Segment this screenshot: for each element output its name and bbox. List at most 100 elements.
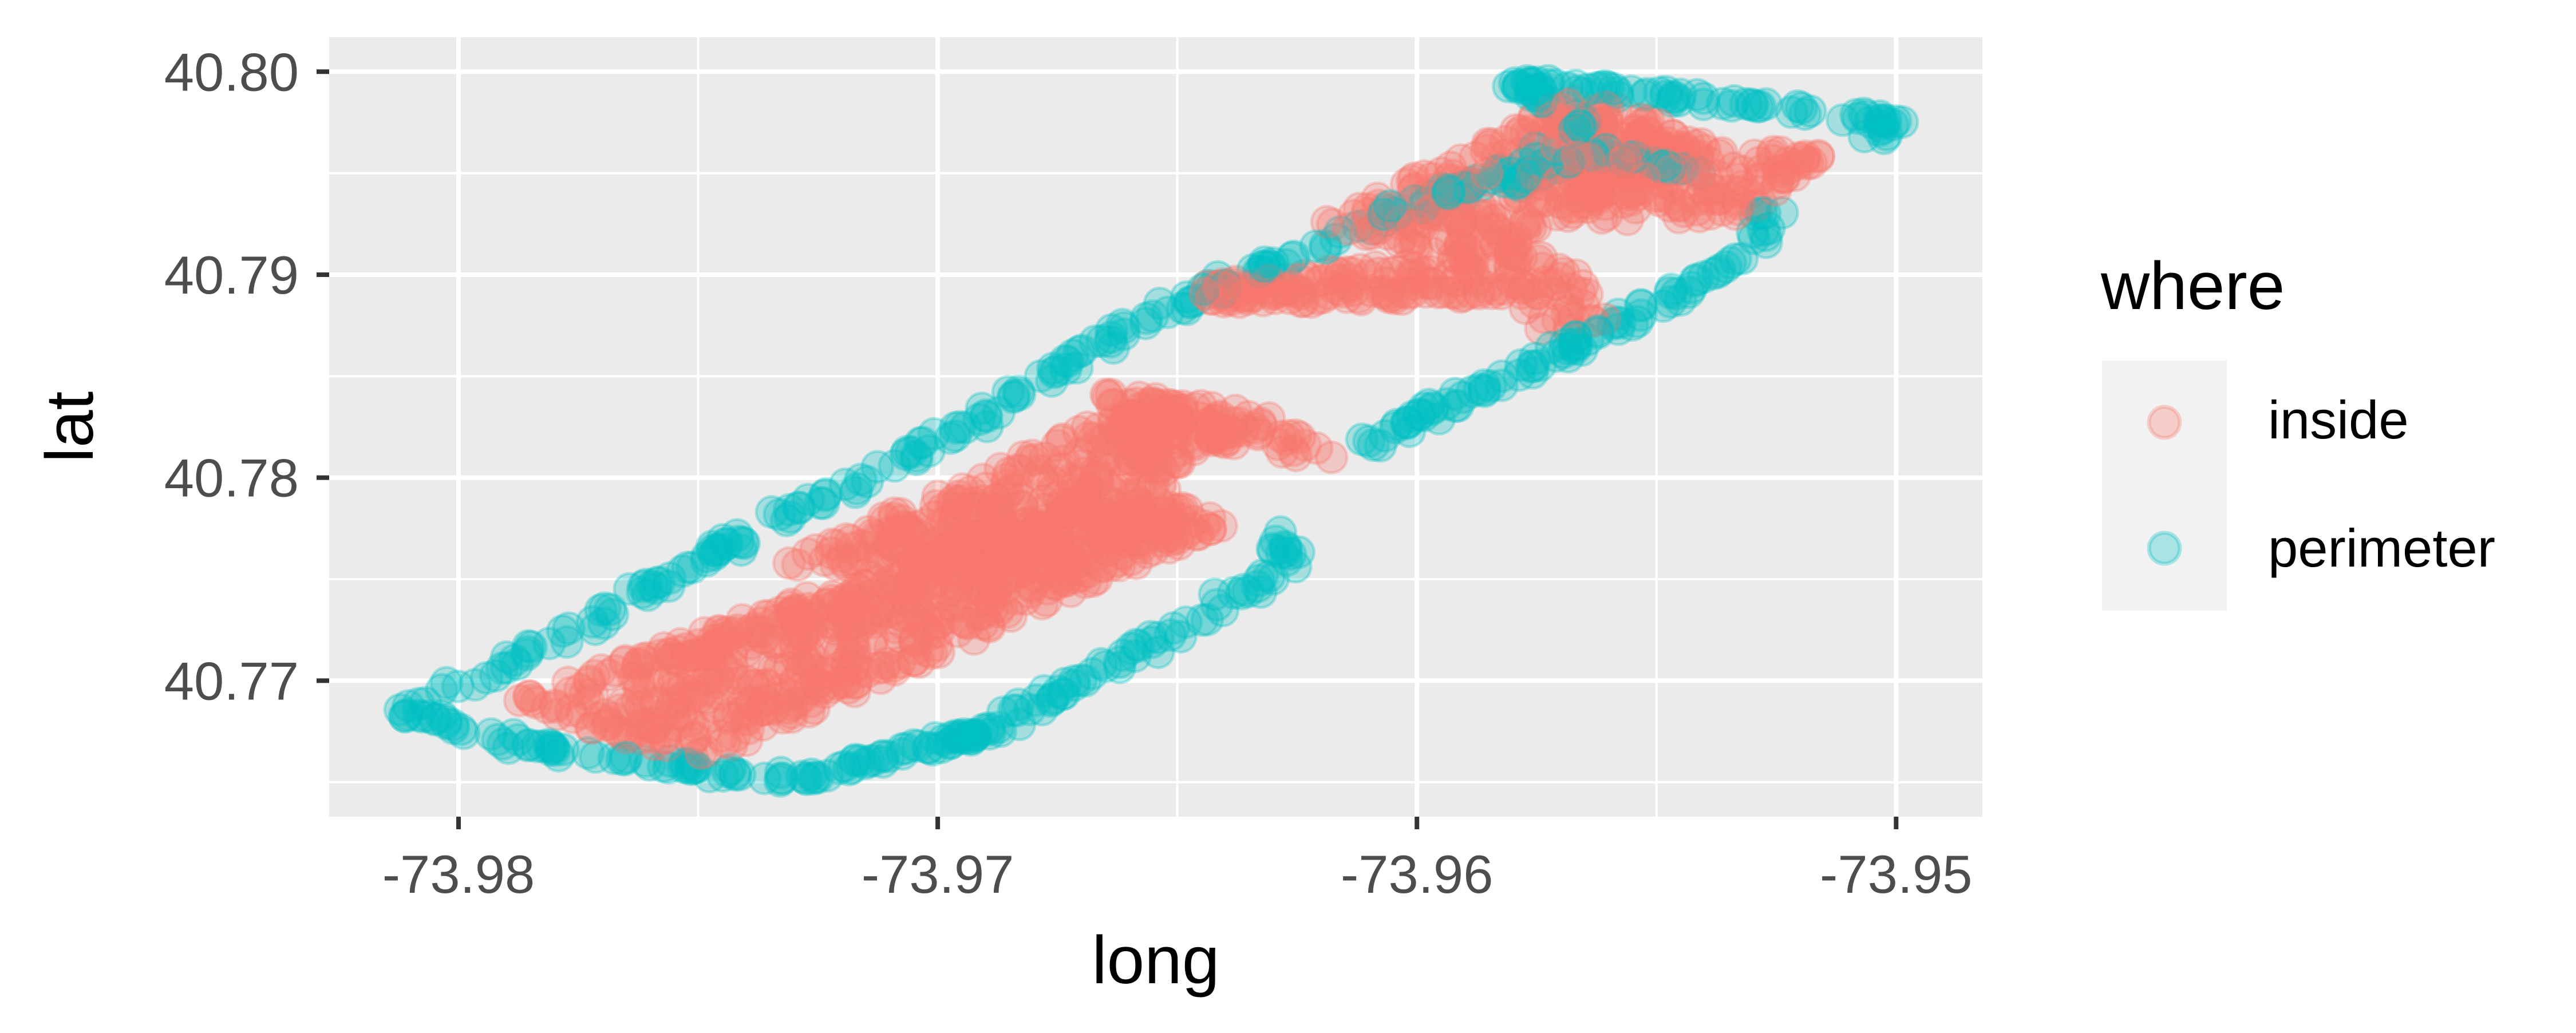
data-point-inside bbox=[1039, 546, 1073, 580]
data-point-inside bbox=[1737, 138, 1772, 172]
data-point-inside bbox=[603, 692, 637, 727]
data-point-perimeter bbox=[1686, 81, 1721, 116]
data-point-perimeter bbox=[1570, 103, 1605, 137]
data-point-inside bbox=[1692, 182, 1726, 216]
data-point-inside bbox=[1202, 420, 1236, 454]
data-point-inside bbox=[835, 581, 868, 616]
data-point-perimeter bbox=[550, 625, 584, 659]
data-point-perimeter bbox=[1442, 173, 1476, 207]
data-point-inside bbox=[1615, 175, 1649, 209]
data-point-perimeter bbox=[958, 718, 993, 753]
data-point-inside bbox=[1207, 284, 1241, 319]
data-point-inside bbox=[999, 582, 1033, 616]
data-point-inside bbox=[1056, 533, 1090, 567]
data-point-inside bbox=[1084, 518, 1118, 552]
data-point-inside bbox=[1053, 574, 1088, 608]
data-point-inside bbox=[888, 511, 923, 545]
data-point-inside bbox=[893, 516, 927, 550]
data-point-inside bbox=[1530, 268, 1564, 303]
data-point-inside bbox=[963, 596, 997, 631]
data-point-inside bbox=[989, 468, 1024, 502]
data-point-inside bbox=[1010, 522, 1044, 556]
data-point-inside bbox=[1126, 450, 1160, 484]
data-point-perimeter bbox=[1686, 260, 1721, 294]
data-point-inside bbox=[978, 576, 1012, 610]
data-point-inside bbox=[1393, 227, 1427, 262]
data-point-inside bbox=[1207, 425, 1242, 460]
data-point-inside bbox=[1667, 130, 1701, 165]
data-point-inside bbox=[1571, 190, 1605, 224]
data-point-inside bbox=[1330, 255, 1364, 289]
data-point-inside bbox=[690, 662, 724, 696]
data-point-perimeter bbox=[1657, 80, 1692, 114]
data-point-inside bbox=[1646, 165, 1681, 200]
data-point-inside bbox=[1081, 464, 1115, 498]
data-point-inside bbox=[1124, 526, 1158, 560]
data-point-inside bbox=[839, 666, 873, 700]
data-point-inside bbox=[988, 513, 1022, 548]
data-point-inside bbox=[1391, 276, 1425, 310]
data-point-inside bbox=[860, 524, 894, 557]
data-point-inside bbox=[963, 505, 997, 539]
data-point-inside bbox=[985, 564, 1020, 599]
data-point-inside bbox=[1601, 150, 1635, 184]
data-point-inside bbox=[1503, 136, 1537, 171]
data-point-perimeter bbox=[486, 727, 520, 761]
data-point-inside bbox=[886, 572, 920, 606]
data-point-perimeter bbox=[1702, 253, 1737, 287]
data-point-inside bbox=[820, 667, 854, 701]
data-point-perimeter bbox=[906, 425, 940, 460]
data-point-perimeter bbox=[1231, 575, 1265, 609]
data-point-inside bbox=[1273, 281, 1307, 315]
data-point-inside bbox=[1591, 92, 1626, 126]
data-point-inside bbox=[1226, 414, 1261, 448]
data-point-inside bbox=[885, 606, 919, 640]
data-point-inside bbox=[606, 686, 640, 721]
data-point-inside bbox=[884, 504, 919, 538]
data-point-inside bbox=[866, 650, 900, 684]
data-point-inside bbox=[1756, 143, 1791, 177]
data-point-perimeter bbox=[1151, 295, 1185, 330]
data-point-inside bbox=[1515, 122, 1549, 156]
data-point-inside bbox=[591, 707, 626, 742]
data-point-inside bbox=[903, 548, 937, 582]
x-axis-title: long bbox=[1092, 923, 1219, 998]
data-point-perimeter bbox=[1057, 668, 1091, 702]
data-point-inside bbox=[1552, 190, 1587, 224]
data-point-perimeter bbox=[1597, 72, 1631, 106]
data-point-perimeter bbox=[1455, 374, 1490, 409]
data-point-inside bbox=[1498, 248, 1532, 283]
data-point-inside bbox=[1479, 141, 1514, 175]
data-point-inside bbox=[799, 533, 833, 567]
data-point-perimeter bbox=[1543, 120, 1577, 153]
data-point-perimeter bbox=[840, 472, 874, 506]
data-point-inside bbox=[899, 524, 933, 558]
data-point-perimeter bbox=[1513, 78, 1547, 112]
data-point-inside bbox=[851, 514, 886, 549]
data-point-inside bbox=[1163, 407, 1197, 441]
data-point-inside bbox=[1135, 421, 1169, 456]
data-point-inside bbox=[1158, 394, 1192, 429]
data-point-perimeter bbox=[1473, 369, 1508, 403]
data-point-perimeter bbox=[1376, 196, 1411, 231]
data-point-inside bbox=[674, 726, 709, 761]
data-point-inside bbox=[1587, 302, 1622, 337]
data-point-perimeter bbox=[1447, 180, 1481, 214]
data-point-perimeter bbox=[971, 711, 1005, 745]
data-point-perimeter bbox=[629, 744, 663, 778]
data-point-perimeter bbox=[1674, 271, 1709, 305]
data-point-perimeter bbox=[1653, 275, 1688, 310]
data-point-inside bbox=[1645, 145, 1679, 179]
data-point-perimeter bbox=[938, 411, 973, 445]
data-point-inside bbox=[1794, 146, 1828, 180]
data-point-inside bbox=[795, 642, 829, 675]
data-point-perimeter bbox=[1380, 198, 1414, 232]
data-point-inside bbox=[899, 631, 933, 666]
data-point-inside bbox=[1132, 503, 1167, 537]
data-point-inside bbox=[1066, 508, 1101, 542]
data-point-inside bbox=[1593, 142, 1627, 176]
data-point-inside bbox=[1193, 512, 1227, 547]
data-point-inside bbox=[1444, 228, 1478, 263]
data-point-inside bbox=[1631, 103, 1666, 137]
data-point-inside bbox=[893, 564, 927, 599]
